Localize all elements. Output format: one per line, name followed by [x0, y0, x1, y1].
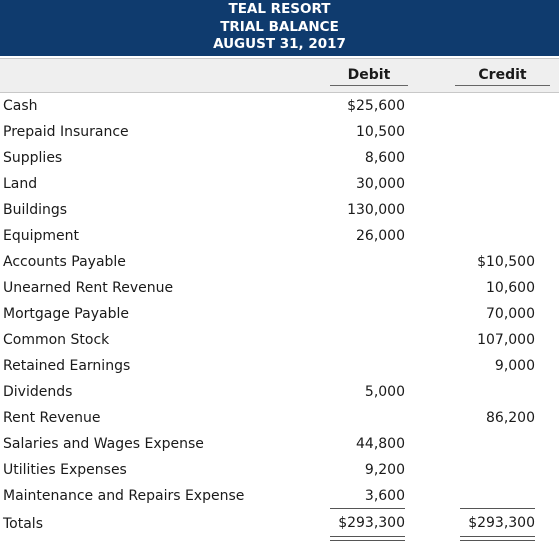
table-row: Common Stock 107,000 [0, 327, 559, 353]
debit-amount: 30,000 [356, 176, 405, 192]
table-row: Accounts Payable $10,500 [0, 249, 559, 275]
debit-total: $293,300 [330, 508, 405, 531]
debit-amount: 3,600 [364, 488, 405, 504]
credit-amount: 107,000 [477, 332, 535, 348]
column-headers: Debit Credit [0, 58, 559, 93]
debit-amount: 10,500 [356, 124, 405, 140]
table-row: Maintenance and Repairs Expense 3,600 [0, 483, 559, 509]
debit-amount: 26,000 [356, 228, 405, 244]
table-row: Supplies 8,600 [0, 145, 559, 171]
account-name: Accounts Payable [3, 254, 126, 270]
account-name: Prepaid Insurance [3, 124, 129, 140]
account-name: Land [3, 176, 38, 192]
debit-double-underline [330, 536, 405, 541]
account-name: Maintenance and Repairs Expense [3, 488, 245, 504]
credit-amount: 86,200 [486, 410, 535, 426]
table-row: Utilities Expenses 9,200 [0, 457, 559, 483]
account-name: Equipment [3, 228, 79, 244]
report-header: TEAL RESORT TRIAL BALANCE AUGUST 31, 201… [0, 0, 559, 57]
debit-amount: $25,600 [347, 98, 405, 114]
table-row: Unearned Rent Revenue 10,600 [0, 275, 559, 301]
totals-row: Totals $293,300 $293,300 [0, 508, 559, 542]
table-row: Equipment 26,000 [0, 223, 559, 249]
table-row: Mortgage Payable 70,000 [0, 301, 559, 327]
credit-total: $293,300 [460, 508, 535, 531]
account-name: Utilities Expenses [3, 462, 127, 478]
account-name: Cash [3, 98, 38, 114]
company-name: TEAL RESORT [228, 1, 331, 17]
table-row: Salaries and Wages Expense 44,800 [0, 431, 559, 457]
account-name: Buildings [3, 202, 68, 218]
account-name: Unearned Rent Revenue [3, 280, 174, 296]
credit-double-underline [460, 536, 535, 541]
debit-amount: 5,000 [364, 384, 405, 400]
account-rows: Cash $25,600 Prepaid Insurance 10,500 Su… [0, 93, 559, 509]
debit-amount: 44,800 [356, 436, 405, 452]
credit-amount: 9,000 [494, 358, 535, 374]
debit-column-header: Debit [330, 67, 408, 86]
table-row: Land 30,000 [0, 171, 559, 197]
account-name: Dividends [3, 384, 73, 400]
debit-amount: 130,000 [347, 202, 405, 218]
table-row: Dividends 5,000 [0, 379, 559, 405]
debit-amount: 9,200 [364, 462, 405, 478]
account-name: Mortgage Payable [3, 306, 129, 322]
account-name: Common Stock [3, 332, 110, 348]
credit-amount: $10,500 [477, 254, 535, 270]
table-row: Prepaid Insurance 10,500 [0, 119, 559, 145]
credit-amount: 70,000 [486, 306, 535, 322]
report-title: TRIAL BALANCE [220, 18, 339, 35]
account-name: Rent Revenue [3, 410, 101, 426]
totals-label: Totals [3, 516, 43, 532]
credit-column-header: Credit [455, 67, 550, 86]
report-date: AUGUST 31, 2017 [213, 36, 346, 52]
table-row: Retained Earnings 9,000 [0, 353, 559, 379]
account-name: Salaries and Wages Expense [3, 436, 204, 452]
table-row: Buildings 130,000 [0, 197, 559, 223]
account-name: Retained Earnings [3, 358, 131, 374]
table-row: Rent Revenue 86,200 [0, 405, 559, 431]
debit-amount: 8,600 [364, 150, 405, 166]
table-row: Cash $25,600 [0, 93, 559, 119]
credit-amount: 10,600 [486, 280, 535, 296]
account-name: Supplies [3, 150, 63, 166]
